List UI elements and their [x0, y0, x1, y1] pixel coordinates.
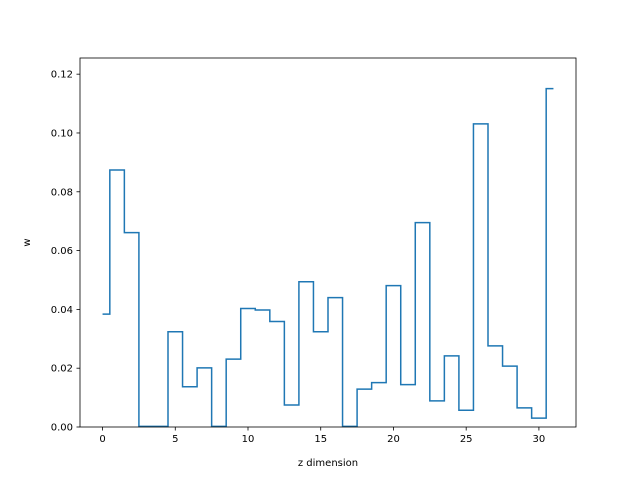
y-tick-label: 0.06 [51, 246, 73, 257]
y-tick-label: 0.02 [51, 364, 73, 375]
y-tick-label: 0.10 [51, 128, 73, 139]
plot-area [102, 87, 554, 428]
x-tick-label: 15 [314, 434, 327, 445]
y-tick-label: 0.12 [51, 70, 73, 81]
series-line [102, 87, 554, 428]
x-tick-label: 5 [172, 434, 178, 445]
y-tick-label: 0.08 [51, 187, 73, 198]
y-tick-label: 0.00 [51, 423, 73, 434]
axes-frame [79, 57, 577, 428]
x-tick-label: 20 [387, 434, 400, 445]
x-tick-label: 25 [460, 434, 473, 445]
x-tick-label: 0 [99, 434, 105, 445]
y-tick-label: 0.04 [51, 305, 73, 316]
x-axis-label: z dimension [298, 458, 358, 469]
y-axis-label: w [22, 238, 33, 246]
axis-ticks: 0 5 10 15 20 25 30 0.00 0.02 0.04 0.06 0.08 0.10 0.12 [51, 70, 546, 445]
x-tick-label: 10 [242, 434, 255, 445]
x-tick-label: 30 [533, 434, 546, 445]
